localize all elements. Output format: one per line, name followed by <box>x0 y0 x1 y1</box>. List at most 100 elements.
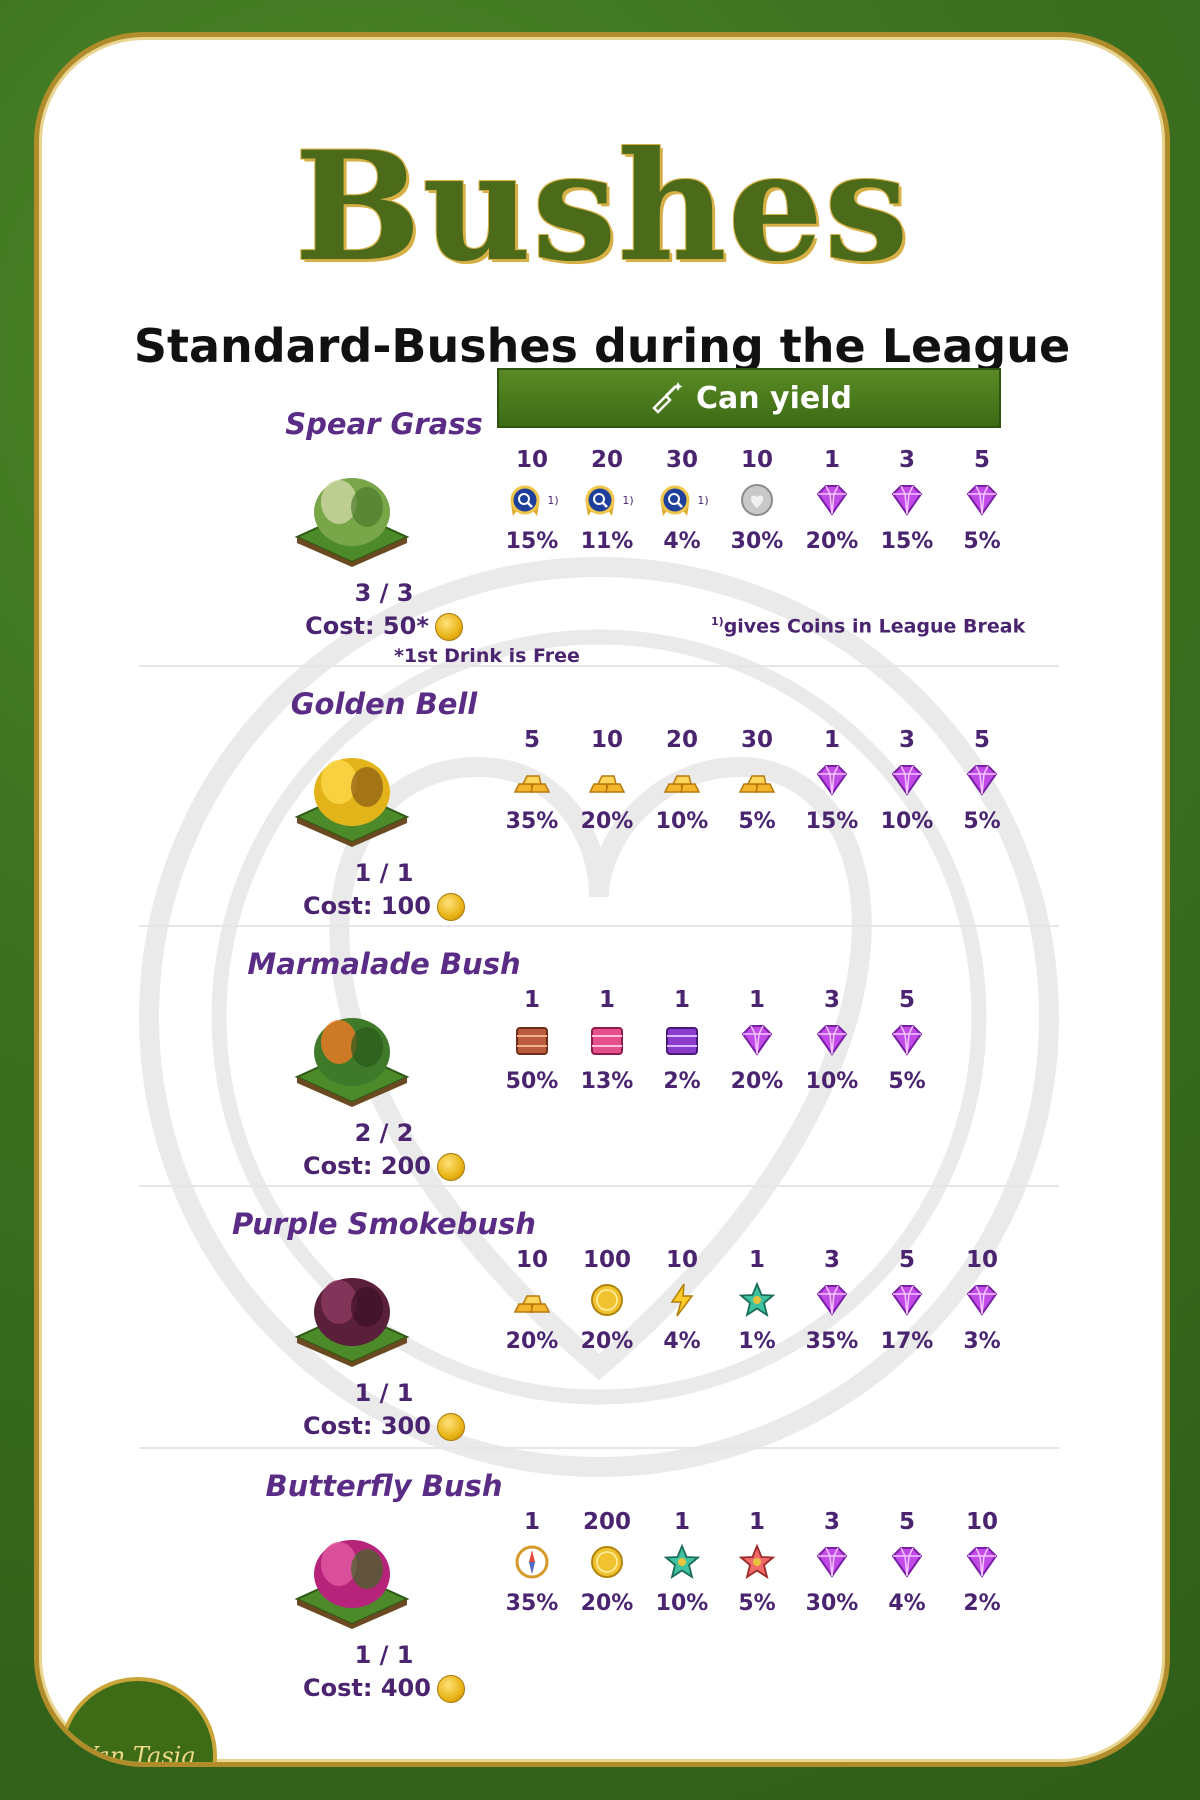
drop-chance: 10% <box>655 809 709 834</box>
infographic-card: Bushes Standard-Bushes during the League… <box>34 32 1170 1767</box>
purple-crate-icon <box>644 1017 720 1063</box>
green-star-icon <box>644 1539 720 1585</box>
footnote-marker: 1) <box>697 493 709 507</box>
footnote-marker: 1) <box>622 493 634 507</box>
drop-amount: 1 <box>823 727 840 753</box>
gold-coin-icon <box>434 613 463 641</box>
drop-item: 5 5% <box>944 727 1020 834</box>
bush-cost-label: Cost: 300 <box>303 1412 431 1440</box>
drop-item: 3 30% <box>794 1509 870 1616</box>
diamond-icon <box>869 757 945 803</box>
gold-coin-icon <box>436 1413 465 1441</box>
brown-crate-icon <box>494 1017 570 1063</box>
drop-item: 1 1% <box>719 1247 795 1354</box>
drop-item: 100 20% <box>569 1247 645 1354</box>
drop-chance: 5% <box>963 809 1001 834</box>
league-medal-icon: 1) <box>644 477 720 523</box>
diamond-icon <box>869 1017 945 1063</box>
pink-crate-icon <box>569 1017 645 1063</box>
diamond-icon <box>794 1539 870 1585</box>
drop-chance: 20% <box>730 1069 784 1094</box>
drop-item: 5 35% <box>494 727 570 834</box>
drop-item: 3 15% <box>869 447 945 554</box>
page-subtitle: Standard-Bushes during the League <box>133 319 1071 373</box>
compass-icon <box>494 1539 570 1585</box>
drop-amount: 1 <box>673 987 690 1013</box>
gold-bars-icon <box>644 757 720 803</box>
butterfly-bush-icon <box>287 1519 417 1629</box>
drop-chance: 20% <box>580 1591 634 1616</box>
gold-bars-icon <box>494 1277 570 1323</box>
green-star-icon <box>719 1277 795 1323</box>
drop-amount: 1 <box>748 1509 765 1535</box>
golden-bell-bush-icon <box>287 737 417 847</box>
bush-cost-label: Cost: 50* <box>305 612 429 640</box>
drop-chance: 30% <box>805 1591 859 1616</box>
bush-cost-label: Cost: 200 <box>303 1152 431 1180</box>
drop-item: 10 3% <box>944 1247 1020 1354</box>
drop-item: 1 20% <box>719 987 795 1094</box>
diamond-icon <box>794 477 870 523</box>
drop-item: 10 1) 15% <box>494 447 570 554</box>
league-medal-icon: 1) <box>494 477 570 523</box>
drop-chance: 20% <box>505 1329 559 1354</box>
diamond-icon <box>794 1277 870 1323</box>
drop-amount: 3 <box>823 987 840 1013</box>
drop-chance: 20% <box>805 529 859 554</box>
drop-chance: 15% <box>880 529 934 554</box>
league-medal-icon: 1) <box>569 477 645 523</box>
drop-amount: 3 <box>898 447 915 473</box>
diamond-icon <box>869 1539 945 1585</box>
drop-amount: 1 <box>523 1509 540 1535</box>
bush-cost-label: Cost: 400 <box>303 1674 431 1702</box>
drop-amount: 10 <box>665 1247 698 1273</box>
bush-name: Marmalade Bush <box>247 947 521 981</box>
van-tasia-logo: Van Tasia <box>59 1677 217 1762</box>
drop-item: 5 17% <box>869 1247 945 1354</box>
drop-amount: 30 <box>740 727 773 753</box>
page-title: Bushes <box>294 119 910 295</box>
row-divider <box>139 1185 1059 1187</box>
marmalade-bush-icon <box>287 997 417 1107</box>
drop-amount: 10 <box>515 1247 548 1273</box>
drop-chance: 4% <box>888 1591 926 1616</box>
bush-cost: Cost: 400 <box>199 1674 569 1703</box>
league-break-footnote: 1)gives Coins in League Break <box>709 615 1025 637</box>
drop-amount: 10 <box>590 727 623 753</box>
drop-amount: 10 <box>965 1247 998 1273</box>
gold-bars-icon <box>569 757 645 803</box>
spear-grass-bush-icon <box>287 457 417 567</box>
drop-item: 1 5% <box>719 1509 795 1616</box>
can-yield-banner: Can yield <box>497 368 1001 428</box>
drop-amount: 1 <box>748 1247 765 1273</box>
drop-amount: 3 <box>898 727 915 753</box>
bush-cost: Cost: 100 <box>199 892 569 921</box>
footnote-marker: 1) <box>711 615 724 628</box>
diamond-icon <box>719 1017 795 1063</box>
bush-cost: Cost: 50* <box>199 612 569 641</box>
drop-chance: 2% <box>663 1069 701 1094</box>
bush-count: 3 / 3 <box>354 579 414 607</box>
gold-bars-icon <box>494 757 570 803</box>
drop-chance: 10% <box>880 809 934 834</box>
drop-amount: 100 <box>582 1247 631 1273</box>
bush-name: Spear Grass <box>285 407 483 441</box>
drop-amount: 5 <box>898 1509 915 1535</box>
drop-amount: 1 <box>673 1509 690 1535</box>
bush-count: 1 / 1 <box>354 859 414 887</box>
drop-item: 1 2% <box>644 987 720 1094</box>
drop-chance: 10% <box>805 1069 859 1094</box>
drop-chance: 15% <box>805 809 859 834</box>
drop-amount: 20 <box>665 727 698 753</box>
drop-item: 10 20% <box>569 727 645 834</box>
drop-item: 30 5% <box>719 727 795 834</box>
drop-item: 10 30% <box>719 447 795 554</box>
drop-item: 10 4% <box>644 1247 720 1354</box>
drop-amount: 1 <box>598 987 615 1013</box>
drop-chance: 30% <box>730 529 784 554</box>
drop-chance: 35% <box>505 1591 559 1616</box>
drop-item: 1 35% <box>494 1509 570 1616</box>
can-yield-label: Can yield <box>695 380 852 416</box>
drop-item: 1 15% <box>794 727 870 834</box>
bush-name: Butterfly Bush <box>265 1469 503 1503</box>
